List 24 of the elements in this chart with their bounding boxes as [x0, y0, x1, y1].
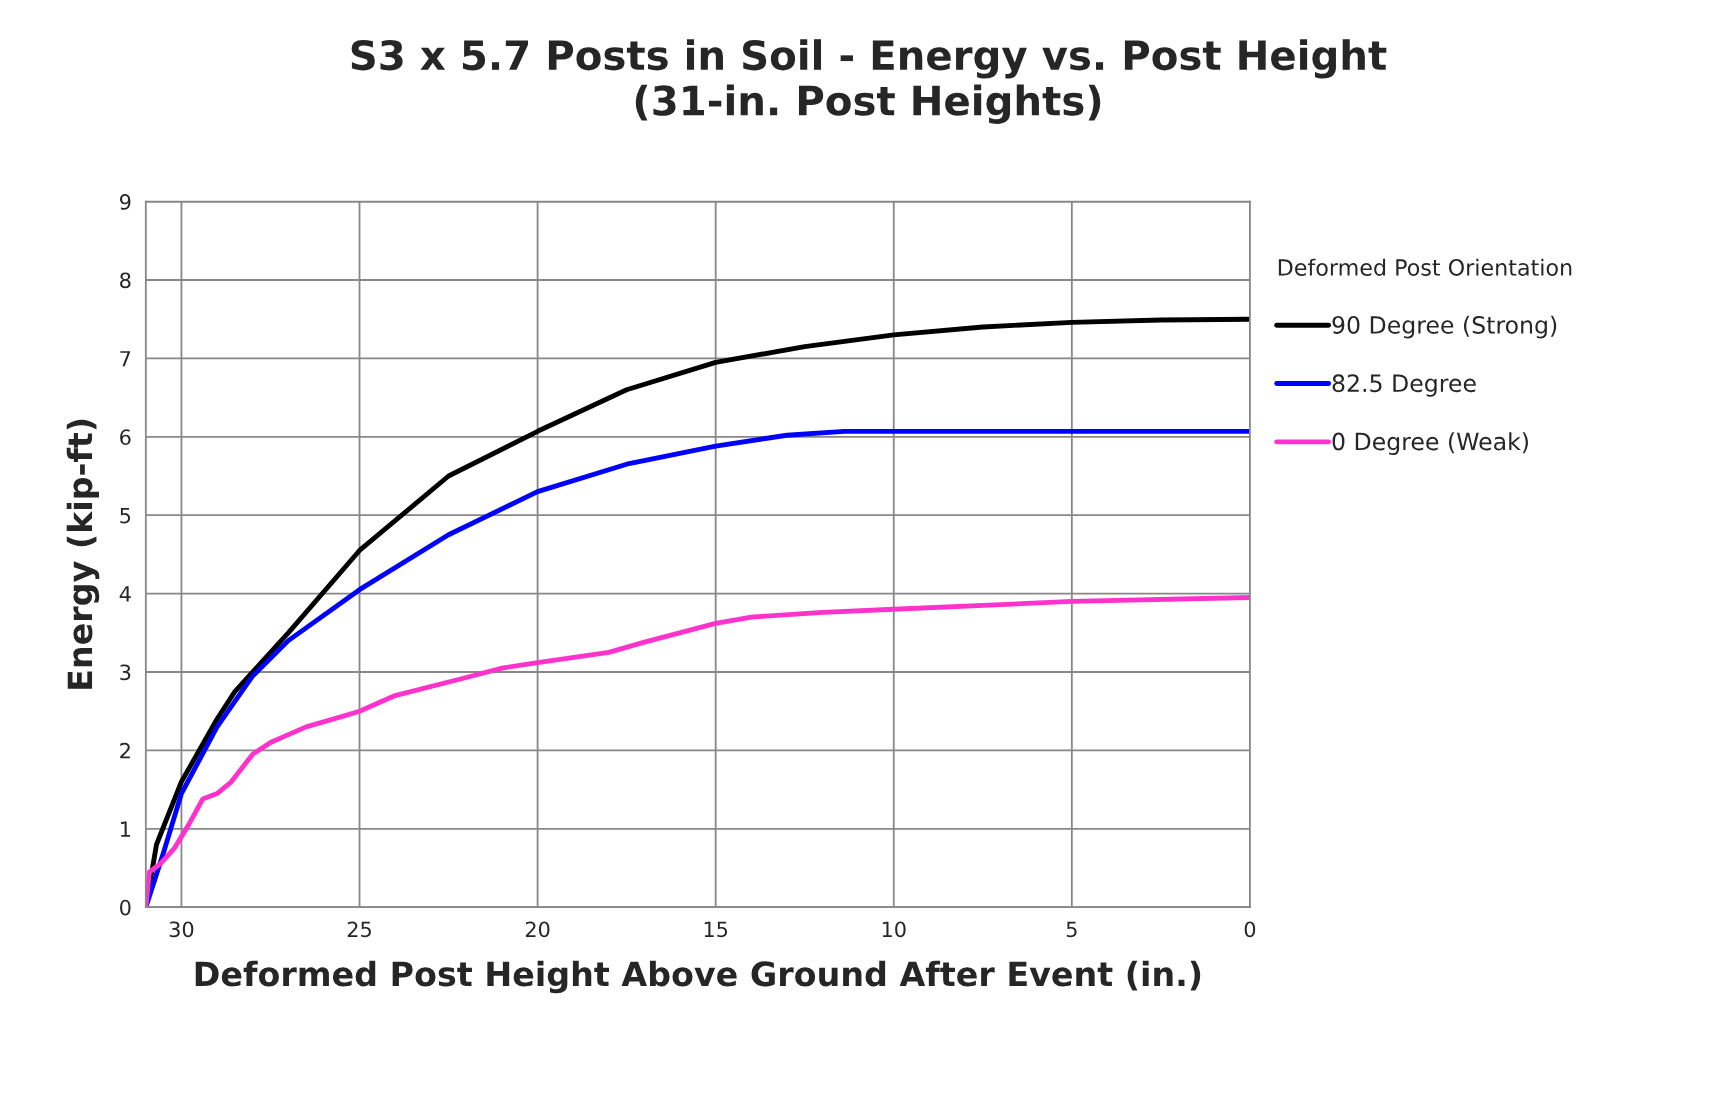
x-tick-label: 20 — [525, 921, 550, 938]
legend-label: 0 Degree (Weak) — [1332, 432, 1528, 455]
x-tick-label: 30 — [169, 921, 194, 938]
y-tick-label: 6 — [120, 429, 131, 446]
chart-title: S3 x 5.7 Posts in Soil - Energy vs. Post Height (31-in. Post Heights) — [351, 39, 1387, 124]
y-tick-label: 1 — [120, 821, 131, 837]
legend-label: 90 Degree (Strong) — [1332, 315, 1557, 339]
x-tick-label: 15 — [704, 921, 728, 938]
legend-label: 82.5 Degree — [1332, 374, 1476, 397]
y-tick-label: 3 — [120, 664, 131, 681]
x-tick-label: 0 — [1244, 921, 1256, 938]
y-tick-label: 7 — [120, 351, 131, 367]
y-tick-label: 0 — [120, 899, 131, 916]
y-tick-label: 2 — [120, 742, 130, 759]
x-tick-label: 25 — [347, 921, 371, 938]
y-tick-label: 5 — [120, 507, 131, 524]
x-tick-label: 10 — [882, 921, 906, 938]
x-tick-label: 5 — [1066, 921, 1077, 938]
y-tick-label: 4 — [119, 586, 131, 602]
y-tick-label: 8 — [120, 272, 131, 289]
legend-title: Deformed Post Orientation — [1278, 258, 1572, 276]
y-axis-title: Energy (kip-ft) — [66, 419, 100, 689]
x-axis-title: Deformed Post Height Above Ground After Event (in.) — [195, 960, 1201, 994]
y-tick-label: 9 — [119, 194, 131, 210]
